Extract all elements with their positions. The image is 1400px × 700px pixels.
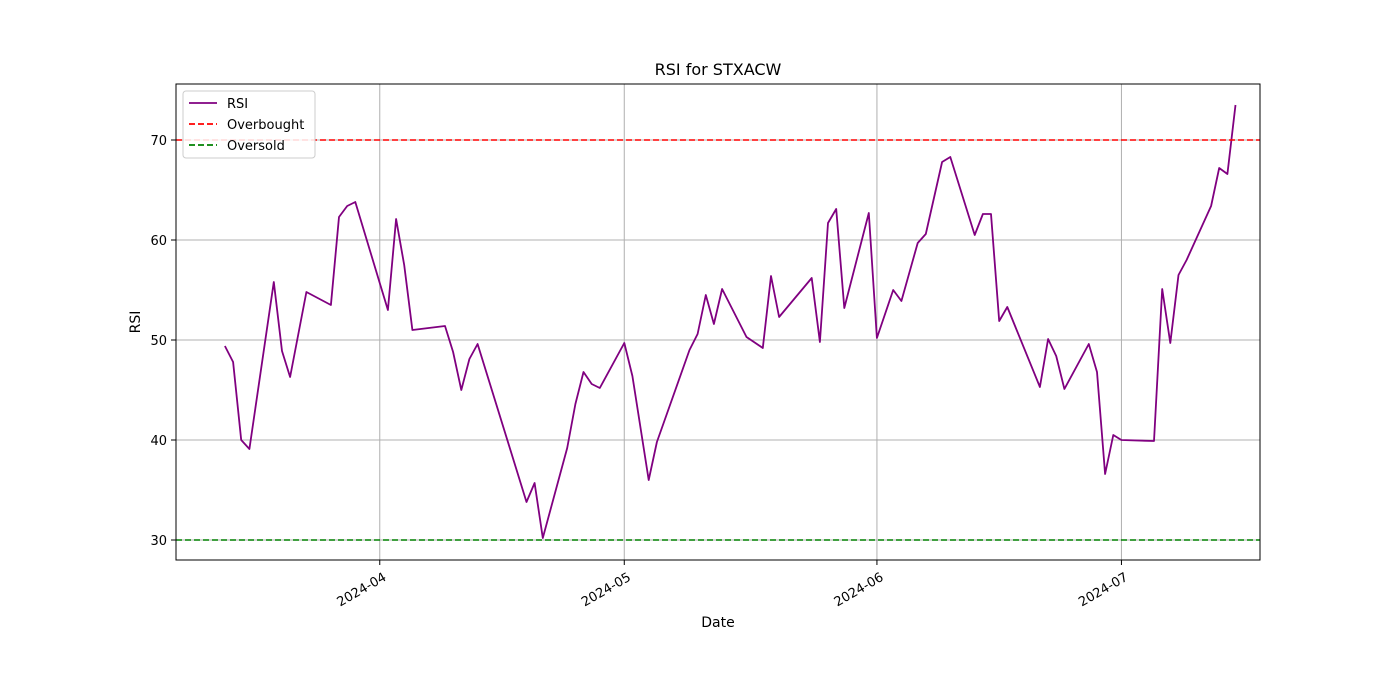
y-axis-title: RSI xyxy=(128,311,144,334)
series-rsi-line xyxy=(224,104,1237,539)
legend: RSI Overbought Oversold xyxy=(182,90,316,159)
legend-label-rsi: RSI xyxy=(227,97,248,112)
y-tick-label: 60 xyxy=(150,234,167,249)
y-tick-label: 30 xyxy=(150,534,167,549)
plot-frame xyxy=(175,83,1261,561)
chart-title: RSI for STXACW xyxy=(655,60,782,79)
x-axis-title: Date xyxy=(701,615,734,631)
legend-box xyxy=(182,90,316,159)
y-tick-label: 70 xyxy=(150,134,167,149)
legend-label-oversold: Oversold xyxy=(227,139,285,154)
y-tick-label: 40 xyxy=(150,434,167,449)
y-tick-label: 50 xyxy=(150,334,167,349)
plot-lines xyxy=(176,104,1260,541)
legend-label-overbought: Overbought xyxy=(227,118,304,133)
